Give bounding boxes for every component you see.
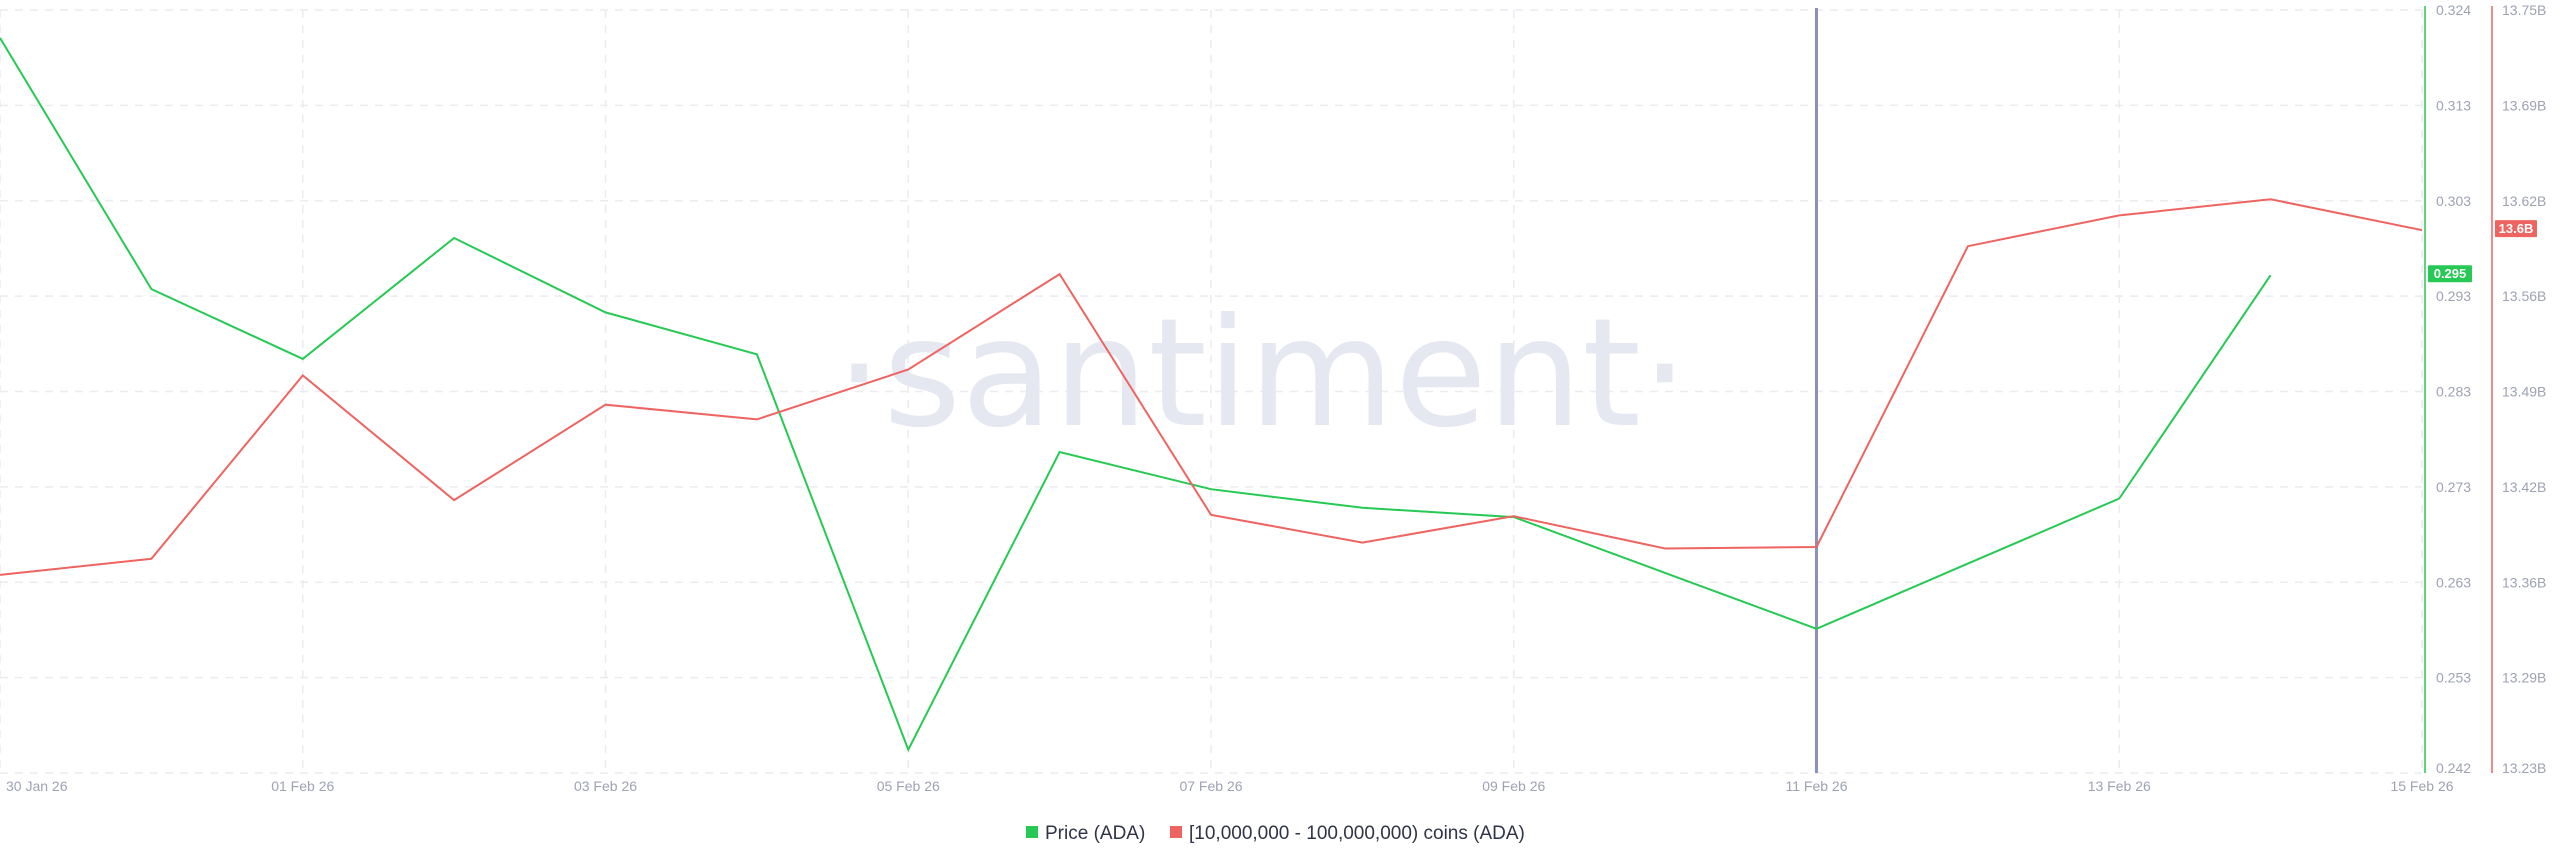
- y-right-tick-label: 13.42B: [2502, 479, 2546, 495]
- y-left-tick-label: 0.324: [2436, 2, 2471, 18]
- y-left-tick-label: 0.253: [2436, 670, 2471, 686]
- x-tick-label: 05 Feb 26: [877, 778, 940, 794]
- y-right-tick-label: 13.62B: [2502, 193, 2546, 209]
- x-tick-label: 09 Feb 26: [1482, 778, 1545, 794]
- legend-item-holders-swatch[interactable]: [1170, 826, 1182, 838]
- y-left-tick-label: 0.242: [2436, 760, 2471, 776]
- price-current-badge: [2428, 265, 2472, 283]
- y-left-tick-label: 0.303: [2436, 193, 2471, 209]
- x-tick-label: 03 Feb 26: [574, 778, 637, 794]
- legend-item-price-label[interactable]: Price (ADA): [1045, 823, 1145, 844]
- x-tick-label: 13 Feb 26: [2088, 778, 2151, 794]
- y-left-tick-label: 0.313: [2436, 97, 2471, 113]
- holders-current-value: 13.6B: [2499, 221, 2534, 236]
- tick-labels: 0.324 13.75B 0.313 13.69B 0.303 13.62B 0.293 13…: [6, 2, 2546, 794]
- y-right-tick-label: 13.75B: [2502, 2, 2546, 18]
- y-left-tick-label: 0.293: [2436, 288, 2471, 304]
- legend-item-price-swatch[interactable]: [1026, 826, 1038, 838]
- legend-item-holders-label[interactable]: [10,000,000 - 100,000,000) coins (ADA): [1189, 823, 1525, 844]
- santiment-watermark: ·santiment·: [835, 287, 1688, 461]
- x-tick-label: 11 Feb 26: [1785, 778, 1847, 794]
- x-tick-label: 15 Feb 26: [2390, 778, 2453, 794]
- y-right-tick-label: 13.36B: [2502, 574, 2546, 590]
- legend[interactable]: Price (ADA) [10,000,000 - 100,000,000) co…: [1026, 823, 1525, 844]
- holders-series-line[interactable]: [0, 198, 2423, 576]
- y-left-tick-label: 0.273: [2436, 479, 2471, 495]
- x-tick-label: 07 Feb 26: [1179, 778, 1242, 794]
- y-right-tick-label: 13.69B: [2502, 97, 2546, 113]
- price-series-line[interactable]: [0, 37, 2272, 753]
- series[interactable]: [0, 37, 2423, 753]
- x-tick-label: 01 Feb 26: [271, 778, 334, 794]
- y-left-tick-label: 0.283: [2436, 384, 2471, 400]
- y-right-tick-label: 13.23B: [2502, 760, 2546, 776]
- y-left-tick-label: 0.263: [2436, 574, 2471, 590]
- holders-current-badge: [2495, 220, 2537, 238]
- y-right-tick-label: 13.29B: [2502, 670, 2546, 686]
- y-right-tick-label: 13.49B: [2502, 384, 2546, 400]
- y-right-tick-label: 13.56B: [2502, 288, 2546, 304]
- axes: [1815, 6, 2493, 773]
- x-tick-label: 30 Jan 26: [6, 778, 68, 794]
- price-current-value: 0.295: [2434, 266, 2467, 281]
